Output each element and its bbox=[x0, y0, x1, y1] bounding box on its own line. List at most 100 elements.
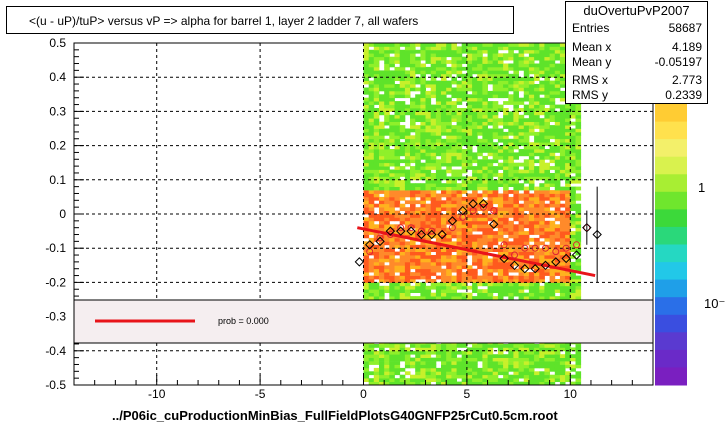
heatmap-cell bbox=[508, 87, 514, 92]
heatmap-cell bbox=[528, 224, 535, 229]
heatmap-cell bbox=[368, 196, 375, 201]
heatmap-cell bbox=[513, 203, 519, 208]
heatmap-cell bbox=[497, 94, 504, 99]
heatmap-cell bbox=[389, 347, 395, 352]
heatmap-cell bbox=[528, 63, 535, 68]
heatmap-cell bbox=[379, 374, 385, 379]
heatmap-cell bbox=[528, 357, 535, 362]
heatmap-cell bbox=[513, 73, 519, 78]
heatmap-cell bbox=[477, 87, 483, 92]
heatmap-cell bbox=[565, 155, 571, 160]
heatmap-cell bbox=[565, 142, 571, 146]
heatmap-cell bbox=[518, 87, 525, 92]
heatmap-cell bbox=[549, 53, 556, 58]
heatmap-cell bbox=[430, 60, 437, 64]
heatmap-cell bbox=[492, 371, 499, 376]
heatmap-cell bbox=[534, 200, 540, 205]
heatmap-cell bbox=[528, 152, 535, 157]
heatmap-cell bbox=[544, 121, 550, 126]
heatmap-cell bbox=[472, 268, 478, 273]
heatmap-cell bbox=[513, 217, 519, 222]
heatmap-cell bbox=[554, 121, 561, 126]
heatmap-cell bbox=[570, 347, 576, 352]
heatmap-cell bbox=[399, 131, 406, 136]
heatmap-cell bbox=[389, 152, 395, 157]
heatmap-cell bbox=[373, 265, 380, 270]
heatmap-cell bbox=[451, 142, 457, 146]
heatmap-cell bbox=[528, 131, 535, 136]
heatmap-cell bbox=[425, 49, 432, 54]
heatmap-cell bbox=[513, 87, 519, 92]
heatmap-cell bbox=[513, 231, 519, 235]
heatmap-cell bbox=[482, 87, 488, 92]
heatmap-cell bbox=[466, 135, 473, 140]
heatmap-cell bbox=[508, 296, 514, 300]
heatmap-cell bbox=[497, 275, 504, 280]
heatmap-cell bbox=[559, 251, 566, 256]
heatmap-cell bbox=[534, 296, 540, 300]
heatmap-cell bbox=[544, 176, 550, 181]
heatmap-cell bbox=[430, 357, 437, 362]
heatmap-cell bbox=[368, 258, 375, 263]
heatmap-cell bbox=[559, 142, 566, 146]
heatmap-cell bbox=[363, 364, 370, 369]
color-scale-band bbox=[655, 174, 687, 193]
heatmap-cell bbox=[368, 265, 375, 270]
heatmap-cell bbox=[363, 255, 370, 259]
heatmap-cell bbox=[492, 125, 499, 129]
heatmap-cell bbox=[539, 210, 545, 215]
heatmap-cell bbox=[559, 114, 566, 119]
heatmap-cell bbox=[425, 237, 432, 242]
heatmap-cell bbox=[575, 378, 582, 382]
heatmap-cell bbox=[446, 114, 452, 119]
heatmap-cell bbox=[570, 176, 576, 181]
heatmap-cell bbox=[497, 285, 504, 290]
heatmap-cell bbox=[570, 138, 576, 143]
heatmap-cell bbox=[554, 87, 561, 92]
heatmap-cell bbox=[373, 63, 380, 68]
heatmap-cell bbox=[441, 114, 447, 119]
heatmap-cell bbox=[461, 166, 468, 170]
heatmap-cell bbox=[523, 173, 530, 177]
heatmap-cell bbox=[446, 84, 452, 88]
heatmap-cell bbox=[461, 111, 468, 116]
heatmap-cell bbox=[554, 196, 561, 201]
heatmap-cell bbox=[461, 66, 468, 71]
heatmap-cell bbox=[472, 344, 478, 348]
heatmap-cell bbox=[523, 364, 530, 369]
heatmap-cell bbox=[379, 56, 385, 61]
heatmap-cell bbox=[446, 80, 452, 85]
heatmap-cell bbox=[466, 73, 473, 78]
heatmap-cell bbox=[492, 60, 499, 64]
heatmap-cell bbox=[430, 108, 437, 112]
heatmap-cell bbox=[435, 381, 442, 386]
heatmap-cell bbox=[523, 97, 530, 102]
heatmap-cell bbox=[472, 220, 478, 225]
heatmap-cell bbox=[461, 114, 468, 119]
heatmap-cell bbox=[534, 84, 540, 88]
heatmap-cell bbox=[399, 111, 406, 116]
heatmap-cell bbox=[472, 49, 478, 54]
heatmap-cell bbox=[384, 217, 390, 222]
heatmap-cell bbox=[399, 183, 406, 187]
heatmap-cell bbox=[472, 131, 478, 136]
heatmap-cell bbox=[373, 196, 380, 201]
heatmap-cell bbox=[425, 101, 432, 105]
heatmap-cell bbox=[508, 289, 514, 293]
heatmap-cell bbox=[435, 56, 442, 61]
heatmap-cell bbox=[379, 210, 385, 215]
heatmap-cell bbox=[528, 46, 535, 51]
heatmap-cell bbox=[461, 357, 468, 362]
heatmap-cell bbox=[379, 131, 385, 136]
heatmap-cell bbox=[523, 361, 530, 365]
heatmap-cell bbox=[410, 53, 416, 58]
heatmap-cell bbox=[523, 128, 530, 133]
heatmap-cell bbox=[466, 66, 473, 71]
heatmap-cell bbox=[539, 241, 545, 246]
heatmap-cell bbox=[379, 289, 385, 293]
heatmap-cell bbox=[373, 118, 380, 122]
heatmap-cell bbox=[410, 114, 416, 119]
heatmap-cell bbox=[466, 186, 473, 191]
heatmap-cell bbox=[430, 179, 437, 184]
heatmap-cell bbox=[404, 227, 411, 232]
